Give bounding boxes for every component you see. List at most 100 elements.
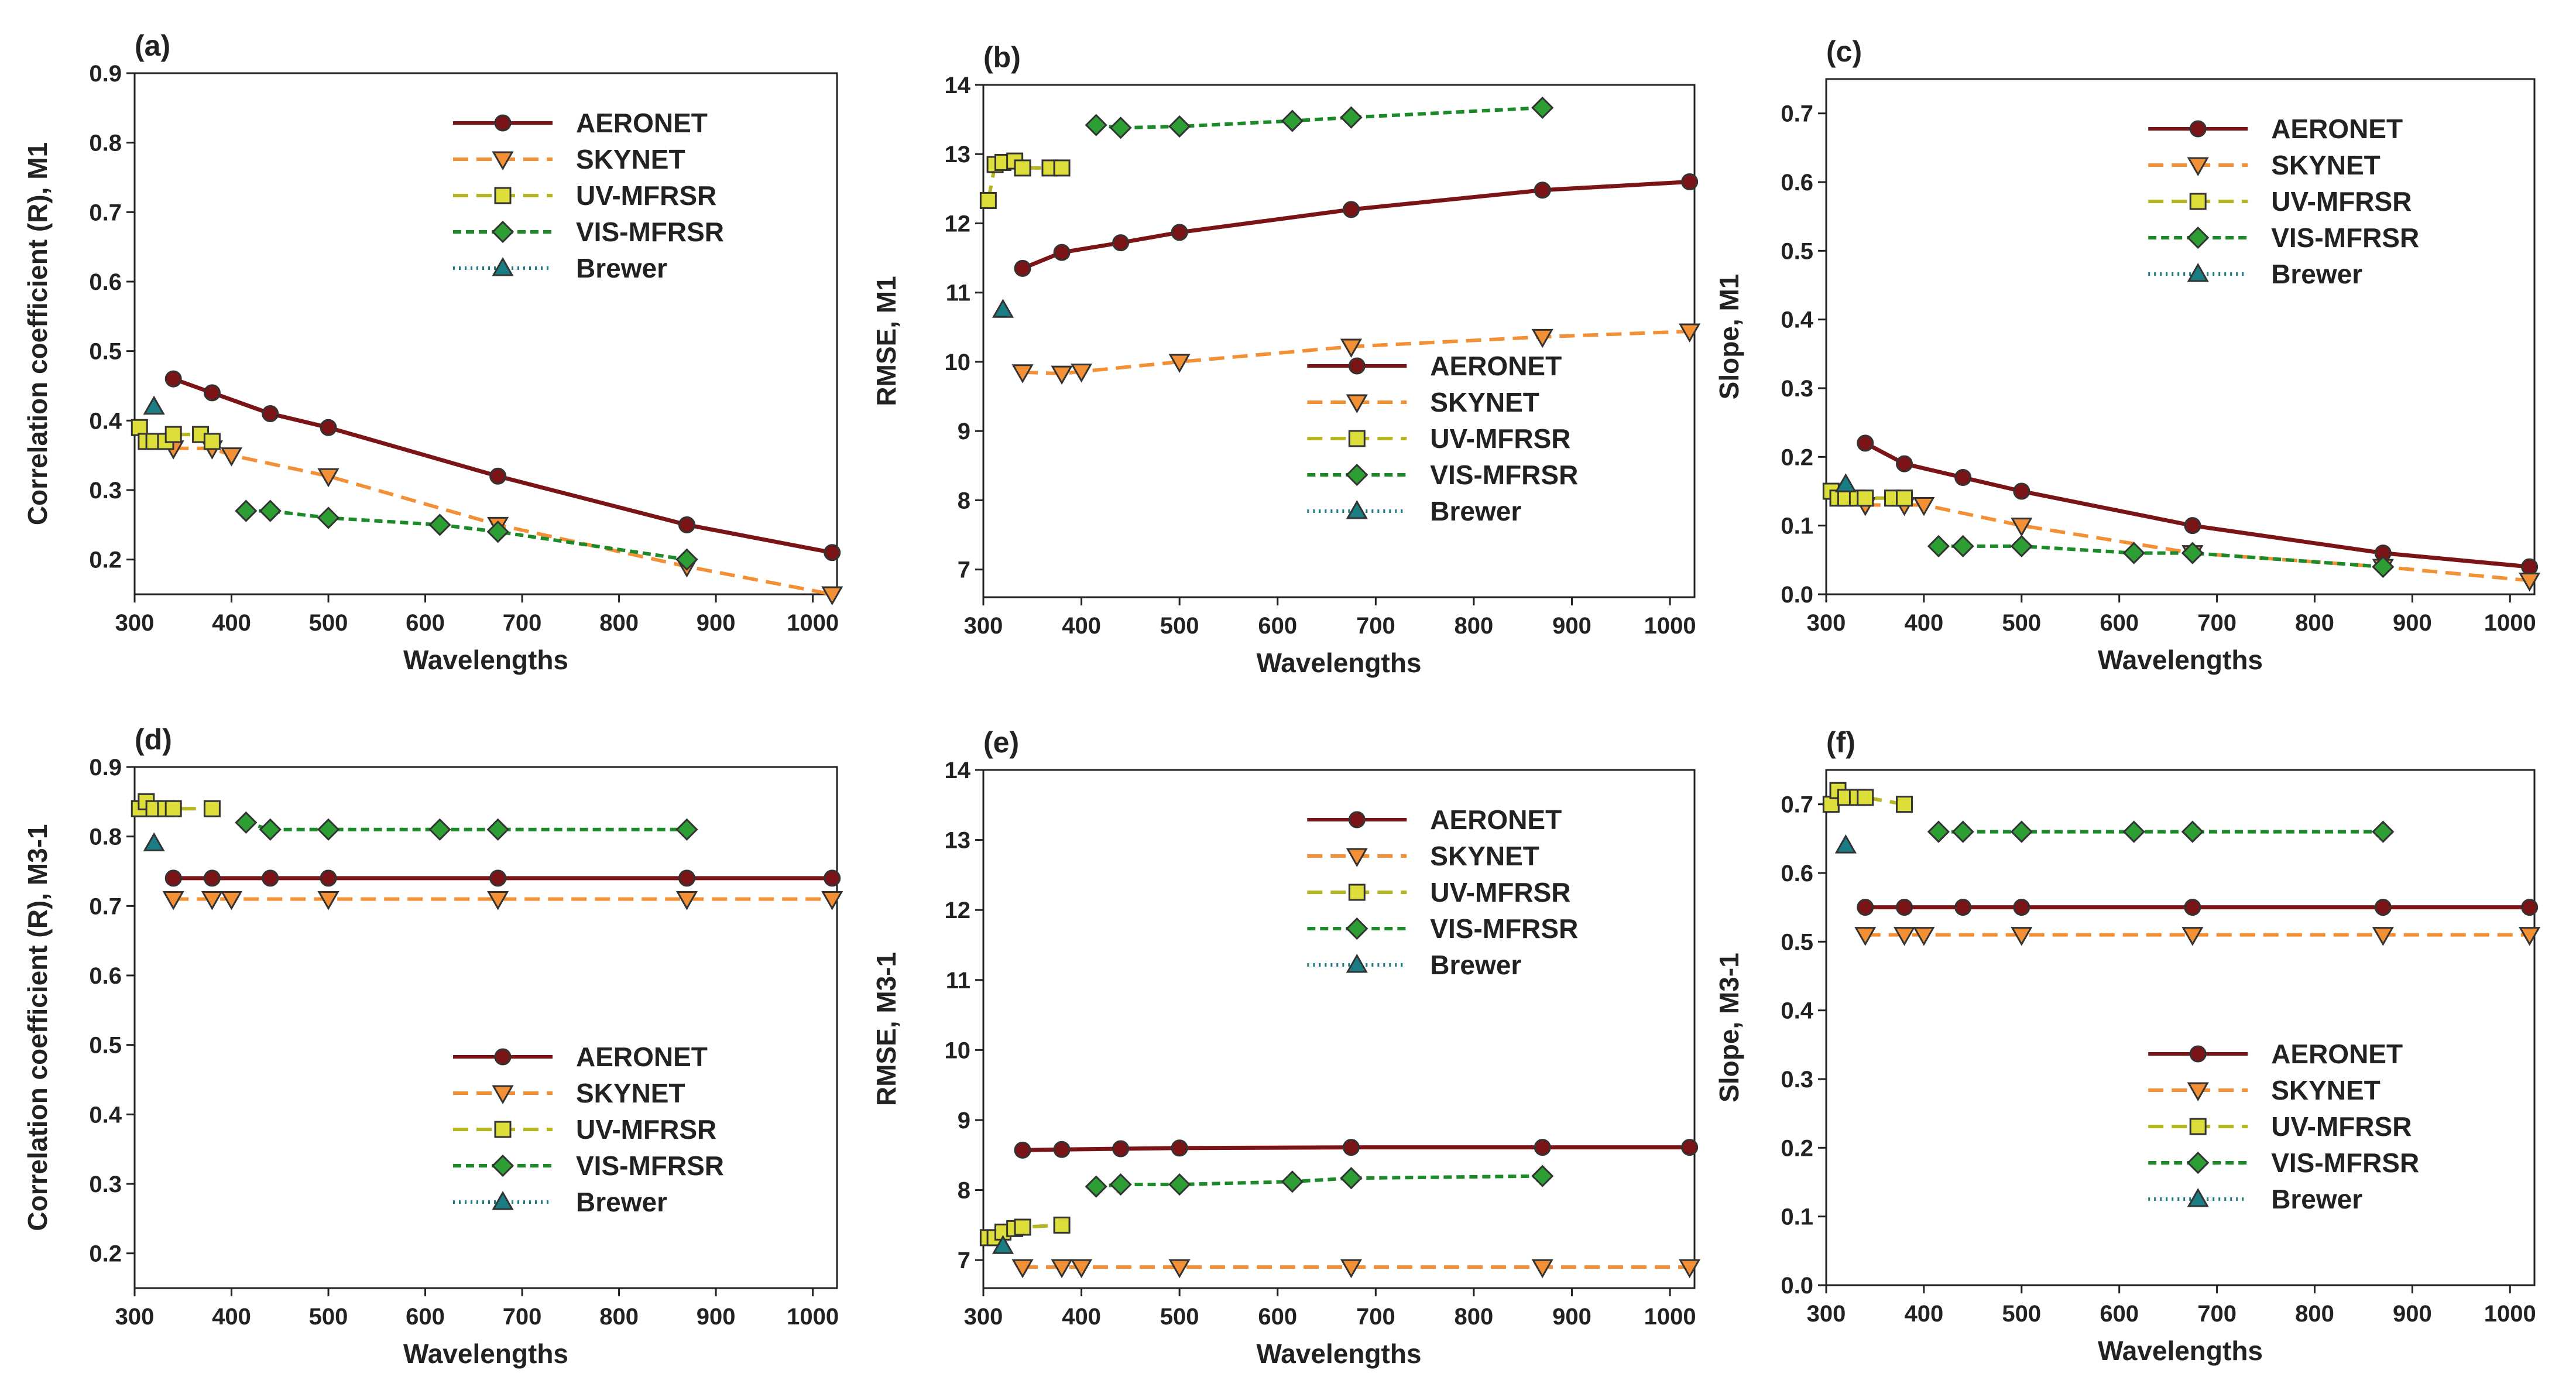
y-tick-label: 0.6 — [1781, 861, 1813, 886]
series-aeronet — [1014, 173, 1699, 277]
x-axis-label: Wavelengths — [1256, 648, 1421, 678]
data-point-aeronet — [824, 869, 841, 887]
data-point-aeronet — [1171, 224, 1188, 241]
y-tick-label: 0.7 — [89, 893, 122, 919]
data-point-uv-mfrsr — [1896, 796, 1913, 813]
legend-label-uv-mfrsr: UV-MFRSR — [576, 1114, 716, 1145]
data-point-skynet — [1531, 1259, 1553, 1279]
data-point-aeronet — [2013, 482, 2030, 500]
x-tick-label: 1000 — [787, 1304, 839, 1330]
series-brewer — [143, 395, 165, 415]
x-tick-label: 800 — [1455, 613, 1494, 639]
y-tick-label: 0.0 — [1781, 1273, 1813, 1299]
y-axis-label: Slope, M3-1 — [1714, 953, 1744, 1102]
legend-marker-skynet — [2187, 1082, 2209, 1102]
data-point-skynet — [2011, 518, 2033, 537]
data-point-aeronet — [2374, 899, 2392, 916]
data-point-aeronet — [2521, 899, 2539, 916]
legend-marker-uv-mfrsr — [494, 187, 512, 204]
x-tick-label: 800 — [2295, 1301, 2334, 1327]
legend-label-aeronet: AERONET — [1430, 804, 1562, 835]
data-point-vis-mfrsr — [259, 499, 282, 522]
y-tick-label: 0.2 — [89, 547, 122, 573]
y-tick-label: 0.4 — [89, 408, 122, 434]
data-point-skynet — [1679, 323, 1701, 343]
data-point-skynet — [821, 586, 843, 606]
y-tick-label: 11 — [946, 968, 970, 994]
data-point-vis-mfrsr — [235, 499, 258, 522]
series-aeronet — [164, 370, 841, 561]
series-line-vis-mfrsr — [1938, 544, 2383, 569]
data-point-skynet — [2011, 927, 2033, 946]
data-point-vis-mfrsr — [2010, 535, 2033, 557]
x-tick-label: 600 — [1258, 613, 1297, 639]
legend-marker-skynet — [2187, 157, 2209, 177]
data-point-vis-mfrsr — [1951, 820, 1974, 843]
legend-marker-brewer — [2187, 262, 2209, 282]
y-axis-label: RMSE, M3-1 — [871, 952, 901, 1106]
series-brewer — [992, 1235, 1014, 1254]
x-tick-label: 800 — [599, 1304, 639, 1330]
series-aeronet — [164, 869, 841, 887]
data-point-skynet — [2519, 927, 2541, 946]
plot-frame — [133, 72, 838, 595]
data-point-vis-mfrsr — [1951, 535, 1974, 557]
data-point-aeronet — [2184, 899, 2201, 916]
x-tick-label: 500 — [2002, 1301, 2041, 1327]
plot-frame — [1825, 769, 2536, 1286]
legend-label-brewer: Brewer — [2271, 1184, 2362, 1214]
series-uv-mfrsr — [131, 793, 221, 817]
data-point-vis-mfrsr — [1168, 115, 1191, 138]
series-uv-mfrsr — [1822, 482, 1913, 507]
y-tick-label: 0.9 — [89, 755, 122, 780]
series-aeronet — [1857, 899, 2539, 916]
legend-marker-skynet — [492, 151, 514, 171]
data-point-skynet — [1051, 365, 1073, 385]
data-point-vis-mfrsr — [2122, 542, 2145, 564]
data-point-brewer — [143, 395, 165, 415]
series-vis-mfrsr — [1085, 1165, 1554, 1198]
legend-label-uv-mfrsr: UV-MFRSR — [2271, 1111, 2412, 1142]
y-tick-label: 0.4 — [89, 1102, 122, 1128]
x-tick-label: 900 — [2393, 610, 2432, 636]
legend-marker-vis-mfrsr — [491, 1154, 514, 1177]
legend-marker-aeronet — [1348, 357, 1366, 375]
y-axis-label: Correlation coefficient (R), M1 — [22, 142, 53, 525]
panel-label: (e) — [983, 726, 1019, 759]
data-point-aeronet — [1053, 1141, 1071, 1158]
y-axis-label: Slope, M1 — [1714, 274, 1744, 400]
data-point-vis-mfrsr — [675, 818, 698, 841]
y-tick-label: 0.5 — [1781, 929, 1813, 955]
data-point-vis-mfrsr — [1085, 1175, 1107, 1198]
data-point-aeronet — [1681, 1139, 1699, 1156]
data-point-aeronet — [1014, 1141, 1031, 1159]
legend-label-aeronet: AERONET — [2271, 114, 2403, 144]
series-line-aeronet — [1021, 180, 1690, 271]
y-tick-label: 12 — [945, 898, 971, 923]
x-axis-label: Wavelengths — [403, 1338, 568, 1369]
legend-marker-aeronet — [2189, 1045, 2207, 1063]
data-point-vis-mfrsr — [1340, 106, 1363, 129]
x-tick-label: 1000 — [2484, 610, 2536, 636]
legend: AERONET SKYNET UV-MFRSR VIS-MFRSR Brewer — [453, 1042, 724, 1217]
data-point-skynet — [2519, 573, 2541, 592]
series-vis-mfrsr — [1927, 535, 2395, 578]
x-tick-label: 700 — [2197, 1301, 2237, 1327]
x-tick-label: 1000 — [1644, 1304, 1696, 1330]
data-point-uv-mfrsr — [203, 800, 221, 817]
y-tick-label: 0.6 — [1781, 170, 1813, 196]
x-tick-label: 500 — [2002, 610, 2041, 636]
data-point-vis-mfrsr — [1340, 1167, 1363, 1190]
y-tick-label: 0.8 — [89, 131, 122, 156]
series-uv-mfrsr — [1822, 782, 1913, 813]
series-skynet — [1854, 927, 2541, 946]
series-vis-mfrsr — [235, 811, 698, 841]
x-tick-label: 300 — [115, 1304, 155, 1330]
series-skynet — [162, 440, 843, 606]
legend-label-uv-mfrsr: UV-MFRSR — [2271, 186, 2412, 217]
y-tick-label: 8 — [958, 488, 970, 513]
data-point-skynet — [1011, 1259, 1034, 1279]
y-tick-label: 0.4 — [1781, 307, 1813, 333]
x-tick-label: 900 — [697, 1304, 736, 1330]
